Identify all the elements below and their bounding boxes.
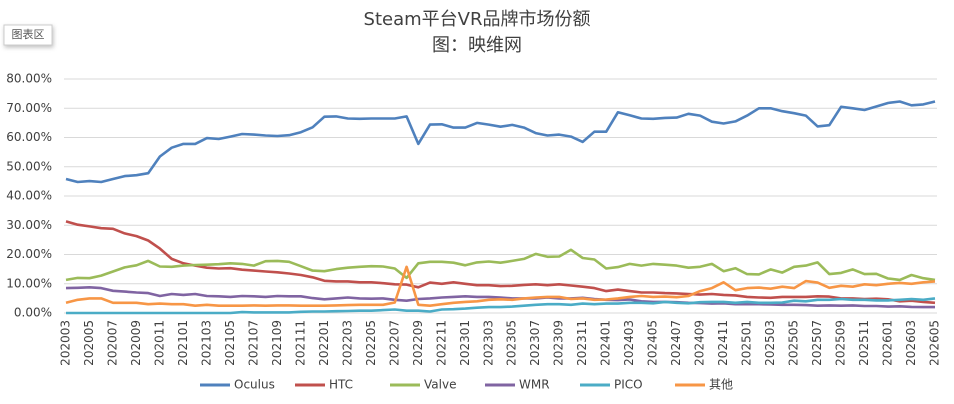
x-tick-label: 202009	[129, 320, 143, 366]
x-tick-label: 202601	[881, 320, 895, 366]
legend-label: Oculus	[234, 378, 275, 392]
legend-label: HTC	[329, 378, 353, 392]
x-tick-label: 202507	[810, 320, 824, 366]
x-tick-label: 202007	[105, 320, 119, 366]
x-tick-label: 202305	[505, 320, 519, 366]
tooltip-box	[3, 24, 53, 46]
y-tick-label: 50.00%	[6, 159, 52, 173]
x-tick-label: 202111	[293, 320, 307, 366]
x-tick-label: 202405	[646, 320, 660, 366]
x-tick-label: 202503	[763, 320, 777, 366]
y-tick-label: 80.00%	[6, 72, 52, 86]
x-tick-label: 202209	[411, 320, 425, 366]
x-tick-label: 202105	[223, 320, 237, 366]
x-tick-label: 202403	[622, 320, 636, 366]
x-tick-label: 202211	[434, 320, 448, 366]
legend-label: 其他	[709, 378, 733, 392]
x-tick-label: 202303	[481, 320, 495, 366]
y-tick-label: 20.00%	[6, 247, 52, 261]
x-tick-label: 202407	[669, 320, 683, 366]
x-tick-label: 202603	[904, 320, 918, 366]
x-tick-label: 202201	[317, 320, 331, 366]
x-tick-label: 202511	[857, 320, 871, 366]
x-tick-label: 202011	[152, 320, 166, 366]
y-tick-label: 30.00%	[6, 218, 52, 232]
chart-title: Steam平台VR品牌市场份额	[364, 9, 591, 30]
x-tick-label: 202409	[693, 320, 707, 366]
series-line	[65, 286, 935, 309]
x-tick-label: 202307	[528, 320, 542, 366]
y-tick-label: 70.00%	[6, 101, 52, 115]
x-tick-label: 202411	[716, 320, 730, 366]
x-tick-label: 202005	[82, 320, 96, 366]
x-tick-label: 202107	[246, 320, 260, 366]
series-line	[65, 220, 936, 305]
series-line	[65, 265, 936, 307]
series-line	[66, 297, 936, 315]
x-tick-label: 202003	[59, 320, 73, 366]
x-tick-label: 202109	[270, 320, 284, 366]
x-tick-label: 202501	[740, 320, 754, 366]
x-tick-label: 202401	[599, 320, 613, 366]
y-tick-label: 40.00%	[6, 189, 52, 203]
x-tick-label: 202207	[387, 320, 401, 366]
x-tick-label: 202101	[176, 320, 190, 366]
x-tick-label: 202505	[787, 320, 801, 366]
x-tick-label: 202301	[458, 320, 472, 366]
x-tick-label: 202311	[575, 320, 589, 366]
series-line	[65, 100, 936, 184]
chart-subtitle: 图：映维网	[432, 35, 522, 56]
tooltip: 图表区	[12, 27, 45, 41]
legend-label: PICO	[614, 378, 643, 392]
y-tick-label: 60.00%	[6, 130, 52, 144]
y-tick-label: 10.00%	[6, 276, 52, 290]
x-tick-label: 202605	[928, 320, 942, 366]
x-tick-label: 202203	[340, 320, 354, 366]
x-tick-label: 202103	[199, 320, 213, 366]
x-tick-label: 202205	[364, 320, 378, 366]
series-line	[65, 248, 936, 282]
legend-label: Valve	[424, 378, 456, 392]
x-tick-label: 202309	[552, 320, 566, 366]
y-tick-label: 0.00%	[14, 306, 52, 320]
legend-label: WMR	[519, 378, 550, 392]
x-tick-label: 202509	[834, 320, 848, 366]
